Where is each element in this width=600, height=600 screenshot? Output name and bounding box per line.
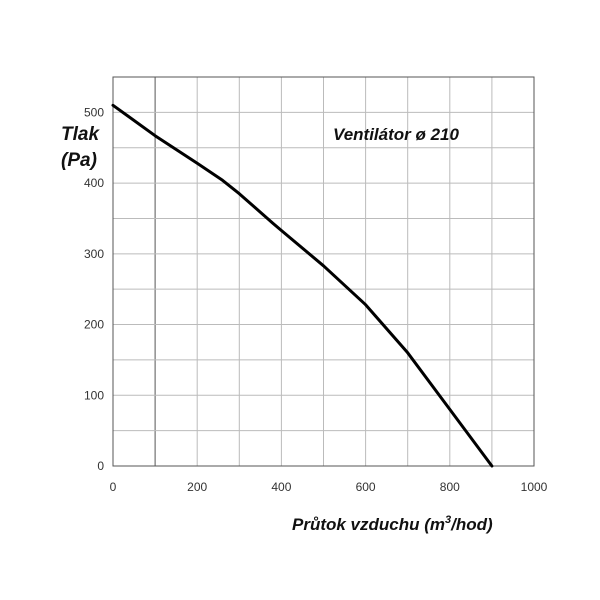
y-tick-label: 0 — [97, 459, 104, 473]
x-tick-label: 600 — [356, 480, 376, 494]
y-axis-title-line1: Tlak — [61, 124, 100, 145]
x-axis-title: Průtok vzduchu (m3/hod) — [292, 514, 493, 534]
x-axis-title-prefix: Průtok vzduchu (m — [292, 515, 445, 534]
y-tick-label: 200 — [84, 318, 104, 332]
plot-frame — [112, 76, 535, 467]
chart-title: Ventilátor ø 210 — [333, 125, 460, 144]
x-tick-label: 1000 — [521, 480, 548, 494]
y-tick-label: 300 — [84, 247, 104, 261]
series-line — [111, 103, 494, 468]
y-tick-labels: 0 100 200 300 400 500 — [84, 105, 104, 473]
x-axis-title-suffix: /hod) — [450, 515, 493, 534]
x-tick-label: 800 — [440, 480, 460, 494]
grid — [112, 76, 535, 467]
x-tick-label: 0 — [110, 480, 117, 494]
y-tick-label: 400 — [84, 176, 104, 190]
x-axis-title-superscript: 3 — [445, 514, 451, 526]
x-tick-labels: 0 200 400 600 800 1000 — [110, 480, 548, 494]
y-tick-label: 100 — [84, 388, 104, 402]
y-axis-title-line2: (Pa) — [61, 150, 97, 171]
x-tick-label: 400 — [271, 480, 291, 494]
y-tick-label: 500 — [84, 105, 104, 119]
series-lines — [111, 103, 494, 468]
x-tick-label: 200 — [187, 480, 207, 494]
